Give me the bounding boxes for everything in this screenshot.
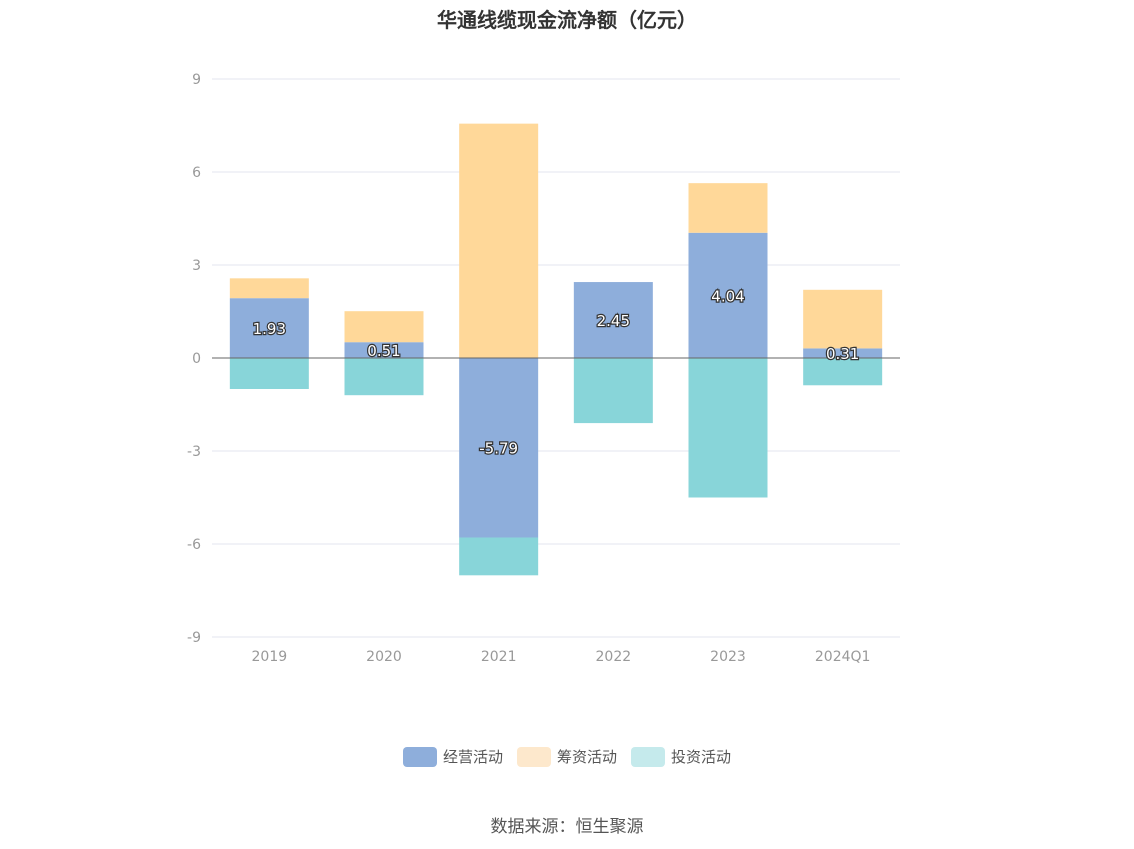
bar-operating-2021 [459,358,539,538]
legend-swatch-financing [516,746,551,767]
data-label: 2.45 [597,312,630,330]
bar-operating-2022 [573,282,653,358]
y-tick-label: 6 [192,165,201,181]
legend-item-operating[interactable]: 经营活动 [402,746,503,767]
x-tick-label: 2020 [366,649,402,665]
legend-item-financing[interactable]: 筹资活动 [516,746,617,767]
bar-investing-2020 [344,358,424,396]
x-tick-label: 2021 [481,649,517,665]
legend-label-financing: 筹资活动 [556,748,617,766]
x-tick-label: 2019 [252,649,288,665]
bar-investing-2019 [229,358,309,389]
legend-label-operating: 经营活动 [442,748,503,766]
data-label: -5.79 [479,440,518,458]
y-tick-label: 3 [192,258,201,274]
bar-operating-2023 [688,232,768,358]
x-tick-label: 2023 [710,649,746,665]
x-tick-label: 2024Q1 [815,649,871,665]
legend-item-investing[interactable]: 投资活动 [631,746,731,767]
chart-title: 华通线缆现金流净额（亿元） [437,8,697,32]
y-tick-label: -9 [187,630,201,646]
bar-investing-2022 [573,358,653,424]
bar-financing-2020 [344,311,424,343]
y-tick-label: 0 [192,351,201,367]
y-tick-label: -6 [187,537,201,553]
data-label: 0.31 [826,345,859,363]
bar-operating-2019 [229,298,309,358]
bar-investing-2024Q1 [803,358,883,386]
data-label: 1.93 [253,320,286,338]
legend-swatch-operating [402,746,437,767]
legend-label-investing: 投资活动 [671,748,732,766]
data-label: 0.51 [367,342,400,360]
legend: 经营活动 筹资活动 投资活动 [0,746,1134,767]
y-tick-label: -3 [187,444,201,460]
bar-financing-2023 [688,183,768,233]
bar-investing-2021 [459,537,539,576]
legend-swatch-investing [631,746,665,767]
bar-investing-2023 [688,358,768,498]
x-tick-label: 2022 [596,649,632,665]
bar-financing-2024Q1 [803,289,883,349]
bar-financing-2021 [459,123,539,358]
source-note: 数据来源：恒生聚源 [490,817,644,837]
bar-financing-2019 [229,278,309,299]
data-label: 4.04 [711,287,744,305]
bar-operating-2024Q1 [803,348,883,358]
bar-operating-2020 [344,342,424,358]
y-tick-label: 9 [192,72,201,88]
